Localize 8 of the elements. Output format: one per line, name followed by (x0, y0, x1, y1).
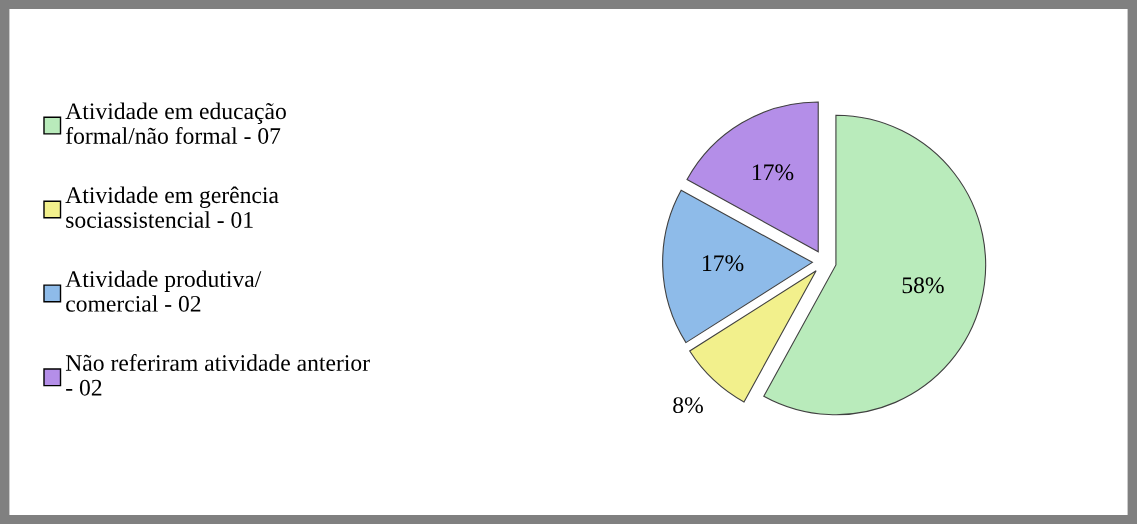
data-label: 17% (703, 255, 744, 272)
legend-label: Não referiram atividade anterior - 02 (65, 354, 370, 396)
legend-label: Atividade em gerência sociassistencial - 01 (65, 186, 279, 228)
legend-label: Atividade em educação formal/não formal - 07 (65, 102, 286, 144)
data-label: 58% (902, 277, 944, 294)
data-label: 8% (673, 397, 703, 414)
data-label: 17% (752, 164, 794, 181)
legend-label: Atividade produtiva/ comercial - 02 (65, 270, 262, 312)
